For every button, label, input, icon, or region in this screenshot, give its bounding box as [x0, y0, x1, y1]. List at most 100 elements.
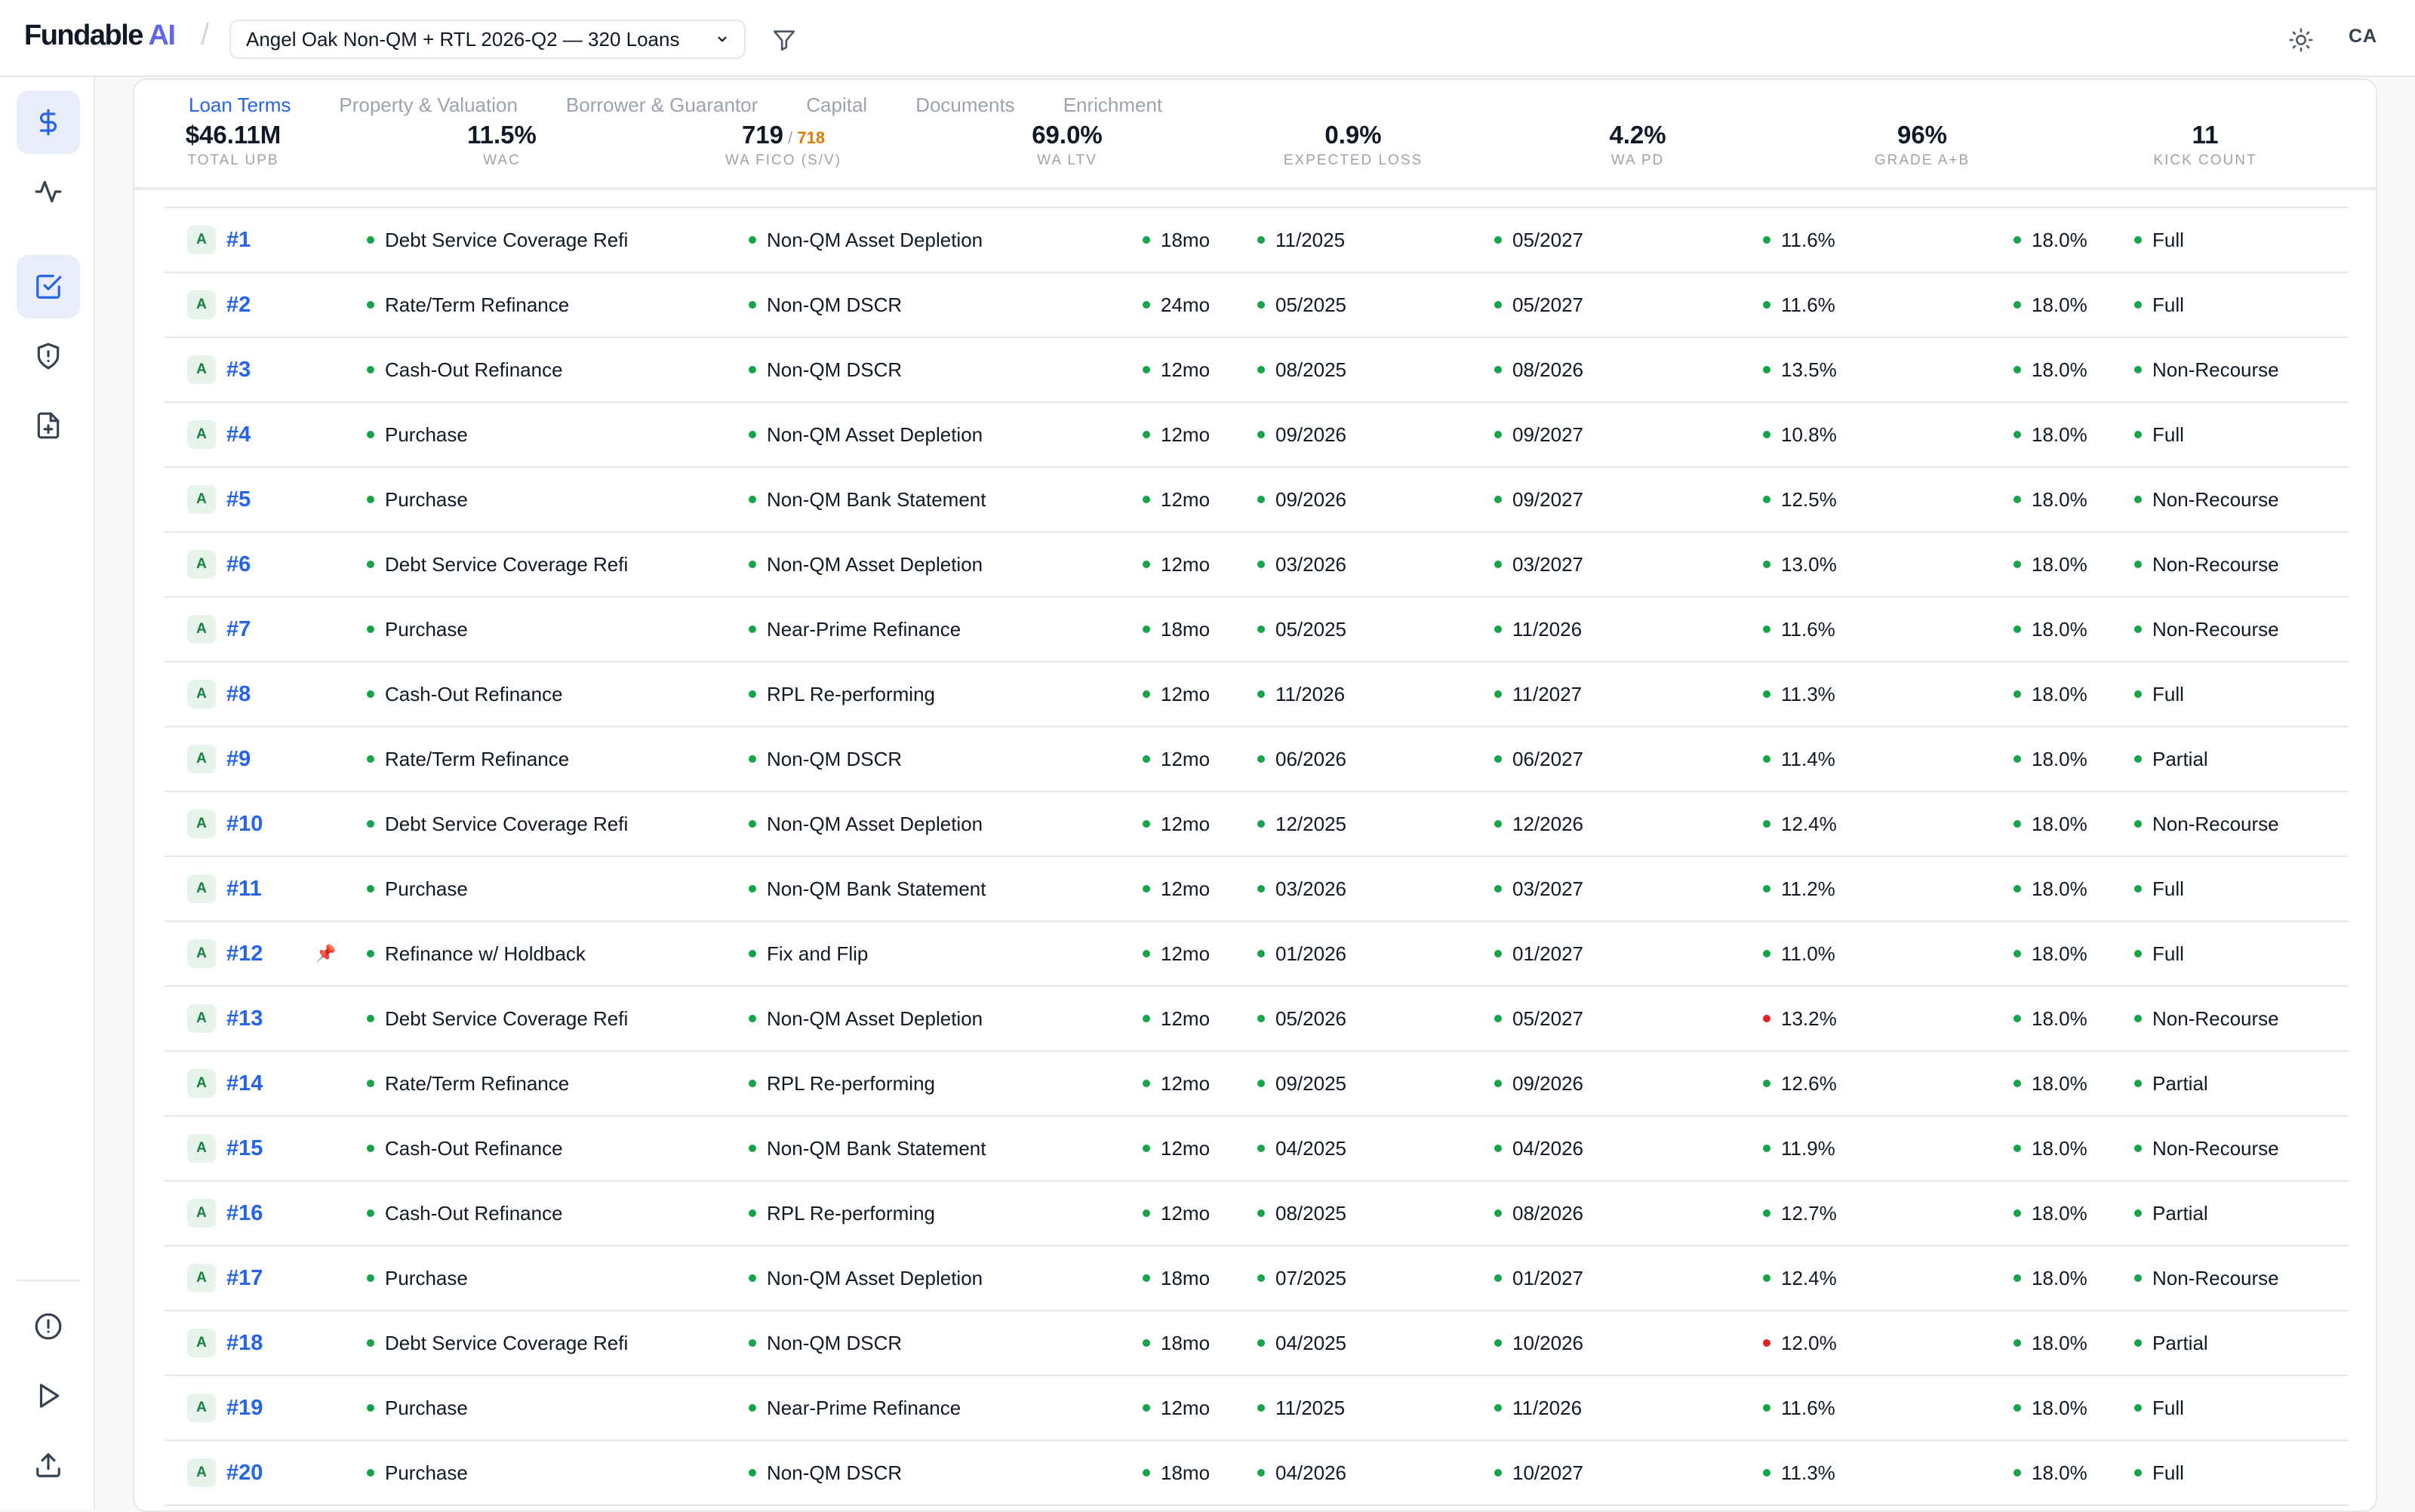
loan-term: 24mo	[1161, 293, 1211, 316]
default-rate-cell: 18.0%	[2014, 1117, 2087, 1180]
interest-rate-cell: 12.6%	[1763, 1052, 1837, 1115]
status-dot	[1257, 561, 1265, 568]
loan-id-link[interactable]: #10	[226, 811, 263, 836]
table-row[interactable]: A #10 Debt Service Coverage Refi Non-QM Ass…	[165, 792, 2349, 857]
table-row[interactable]: A #15 Cash-Out Refinance Non-QM Bank Statem…	[165, 1117, 2349, 1182]
status-dot-flag	[1763, 1339, 1770, 1347]
table-row[interactable]: A #16 Cash-Out Refinance RPL Re-performing 1…	[165, 1182, 2349, 1246]
sidebar-item-compliance[interactable]	[17, 324, 80, 388]
loan-id-link[interactable]: #13	[226, 1006, 263, 1031]
tab-documents[interactable]: Documents	[915, 94, 1015, 116]
loan-id-link[interactable]: #3	[226, 357, 251, 382]
status-dot	[367, 431, 374, 438]
status-dot	[749, 1015, 756, 1022]
status-dot	[1494, 1469, 1502, 1477]
table-row[interactable]: A #19 Purchase Near-Prime Refinance 12mo 11/2…	[165, 1376, 2349, 1441]
maturity-date-cell: 10/2027	[1494, 1441, 1583, 1504]
table-row[interactable]: A #3 Cash-Out Refinance Non-QM DSCR 12mo 08/2…	[165, 338, 2349, 403]
kpi-value-secondary: 718	[797, 128, 826, 147]
loan-term: 12mo	[1161, 1136, 1211, 1160]
table-row[interactable]: A #8 Cash-Out Refinance RPL Re-performing 12…	[165, 662, 2349, 727]
table-row[interactable]: A #11 Purchase Non-QM Bank Statement 12mo 03/…	[165, 857, 2349, 922]
sidebar-item-documents[interactable]	[17, 394, 80, 457]
kpi-value: 11.5%	[358, 121, 645, 149]
loan-id-link[interactable]: #17	[226, 1265, 263, 1290]
table-row[interactable]: A #18 Debt Service Coverage Refi Non-QM DSC…	[165, 1311, 2349, 1376]
tab-loan-terms[interactable]: Loan Terms	[189, 94, 291, 116]
interest-rate-cell: 12.4%	[1763, 1246, 1837, 1310]
recourse-type: Full	[2152, 1396, 2184, 1419]
loan-id-link[interactable]: #14	[226, 1071, 263, 1096]
loan-id-link[interactable]: #18	[226, 1330, 263, 1355]
loan-purpose: Rate/Term Refinance	[385, 293, 570, 316]
loan-purpose-cell: Purchase	[367, 403, 468, 466]
loan-id-link[interactable]: #9	[226, 746, 251, 771]
loan-id-link[interactable]: #12	[226, 941, 263, 966]
sidebar-item-export[interactable]	[17, 1434, 80, 1497]
loan-id-link[interactable]: #6	[226, 552, 251, 576]
loan-id-link[interactable]: #7	[226, 616, 251, 641]
status-dot	[1257, 236, 1265, 244]
table-row[interactable]: A #12 📌 Refinance w/ Holdback Fix and Flip 12…	[165, 922, 2349, 987]
table-row[interactable]: A #13 Debt Service Coverage Refi Non-QM Ass…	[165, 987, 2349, 1052]
table-row[interactable]: A #17 Purchase Non-QM Asset Depletion 18mo 07…	[165, 1246, 2349, 1311]
default-rate-cell: 18.0%	[2014, 1052, 2087, 1115]
recourse-type: Full	[2152, 682, 2184, 705]
maturity-date: 05/2027	[1512, 293, 1583, 316]
pin-icon[interactable]: 📌	[315, 944, 337, 963]
origination-date: 07/2025	[1275, 1266, 1346, 1289]
table-row[interactable]: A #1 Debt Service Coverage Refi Non-QM Asse…	[165, 208, 2349, 273]
filter-icon[interactable]	[767, 23, 801, 57]
table-row[interactable]: A #6 Debt Service Coverage Refi Non-QM Asse…	[165, 533, 2349, 598]
loan-id-link[interactable]: #15	[226, 1136, 263, 1160]
table-row[interactable]: A #7 Purchase Near-Prime Refinance 18mo 05/20…	[165, 598, 2349, 662]
loan-id-link[interactable]: #16	[226, 1200, 263, 1225]
sun-icon[interactable]	[2284, 23, 2318, 57]
loan-program-cell: Non-QM DSCR	[749, 1311, 902, 1375]
sidebar-item-loan-tape[interactable]	[17, 91, 80, 154]
status-dot	[367, 561, 374, 568]
loan-program: Non-QM Bank Statement	[767, 877, 986, 900]
kpi-kick-count: 11 KICK COUNT	[2062, 121, 2349, 169]
sidebar-item-review[interactable]	[17, 255, 80, 318]
loan-purpose-cell: Cash-Out Refinance	[367, 338, 563, 401]
loan-id-link[interactable]: #4	[226, 422, 251, 447]
loan-purpose-cell: Cash-Out Refinance	[367, 1117, 563, 1180]
loan-id-link[interactable]: #2	[226, 292, 251, 317]
table-row[interactable]: A #4 Purchase Non-QM Asset Depletion 12mo 09/…	[165, 403, 2349, 468]
loan-id-link[interactable]: #20	[226, 1460, 263, 1485]
maturity-date-cell: 11/2026	[1494, 598, 1582, 661]
tab-property-valuation[interactable]: Property & Valuation	[339, 94, 518, 116]
interest-rate-cell: 11.6%	[1763, 1376, 1835, 1440]
status-dot	[749, 1209, 756, 1217]
sidebar-item-alerts[interactable]	[17, 1295, 80, 1358]
loan-term-cell: 12mo	[1143, 662, 1210, 726]
status-dot	[1494, 431, 1502, 438]
table-row[interactable]: A #14 Rate/Term Refinance RPL Re-performing…	[165, 1052, 2349, 1117]
sidebar-item-run[interactable]	[17, 1364, 80, 1427]
loan-id-link[interactable]: #19	[226, 1395, 263, 1420]
tab-borrower-guarantor[interactable]: Borrower & Guarantor	[565, 94, 758, 116]
status-dot	[2134, 236, 2142, 244]
status-dot	[2014, 496, 2021, 503]
loan-id-link[interactable]: #11	[226, 876, 262, 901]
loan-id-link[interactable]: #8	[226, 681, 251, 706]
sidebar-item-analytics[interactable]	[17, 160, 80, 223]
user-avatar[interactable]: CA	[2349, 26, 2378, 47]
table-row[interactable]: A #2 Rate/Term Refinance Non-QM DSCR 24mo 05/…	[165, 273, 2349, 338]
table-row[interactable]: A #5 Purchase Non-QM Bank Statement 12mo 09/2…	[165, 468, 2349, 533]
loan-id-link[interactable]: #5	[226, 487, 251, 512]
pool-selector[interactable]: Angel Oak Non-QM + RTL 2026-Q2 — 320 Loa…	[229, 20, 746, 59]
loan-term: 12mo	[1161, 1201, 1211, 1225]
tab-enrichment[interactable]: Enrichment	[1063, 94, 1163, 116]
recourse-type-cell: Non-Recourse	[2134, 1246, 2279, 1310]
maturity-date: 03/2027	[1512, 877, 1583, 900]
tab-capital[interactable]: Capital	[806, 94, 868, 116]
app-logo[interactable]: Fundable AI	[24, 20, 176, 52]
status-dot	[2134, 625, 2142, 633]
loan-purpose-cell: Purchase	[367, 598, 468, 661]
interest-rate: 12.6%	[1781, 1071, 1837, 1095]
table-row[interactable]: A #20 Purchase Non-QM DSCR 18mo 04/2026 10/202…	[165, 1441, 2349, 1506]
table-row[interactable]: A #9 Rate/Term Refinance Non-QM DSCR 12mo 06/…	[165, 727, 2349, 792]
loan-id-link[interactable]: #1	[226, 227, 251, 252]
